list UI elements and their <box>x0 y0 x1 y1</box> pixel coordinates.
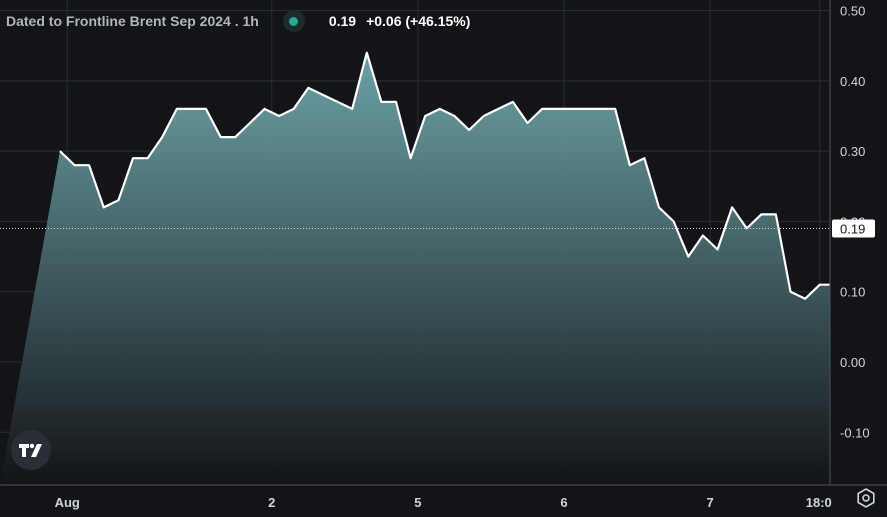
x-tick-label: 18:0 <box>806 495 832 510</box>
series-line <box>59 51 887 300</box>
gear-icon[interactable] <box>855 487 877 509</box>
time-axis <box>0 485 830 517</box>
x-tick-label: 6 <box>560 495 567 510</box>
y-tick-label: 0.10 <box>840 285 865 300</box>
x-tick-label: 5 <box>414 495 421 510</box>
tradingview-logo-glyph <box>19 443 42 457</box>
tradingview-logo-icon[interactable] <box>11 430 51 470</box>
x-tick-label: 2 <box>268 495 275 510</box>
status-dot-icon <box>289 16 299 26</box>
last-value-badge-label: 0.19 <box>840 221 865 236</box>
y-tick-label: 0.00 <box>840 355 865 370</box>
gear-glyph <box>857 488 875 508</box>
price-change: +0.06 (+46.15%) <box>366 13 471 29</box>
y-tick-label: -0.10 <box>840 425 870 440</box>
y-tick-label: 0.50 <box>840 4 865 19</box>
y-tick-label: 0.30 <box>840 144 865 159</box>
market-status-indicator[interactable] <box>282 10 305 32</box>
last-value-badge <box>832 219 875 238</box>
chart-header: Dated to Frontline Brent Sep 2024 . 1h 0… <box>6 10 470 32</box>
symbol-title[interactable]: Dated to Frontline Brent Sep 2024 . 1h <box>6 13 259 29</box>
area-layer <box>0 51 887 485</box>
last-value: 0.19 <box>328 13 357 29</box>
y-tick-label: 0.40 <box>840 74 865 89</box>
price-axis <box>830 0 887 517</box>
x-tick-label: Aug <box>55 495 80 510</box>
x-tick-label: 7 <box>707 495 714 510</box>
area-fill <box>0 52 887 485</box>
